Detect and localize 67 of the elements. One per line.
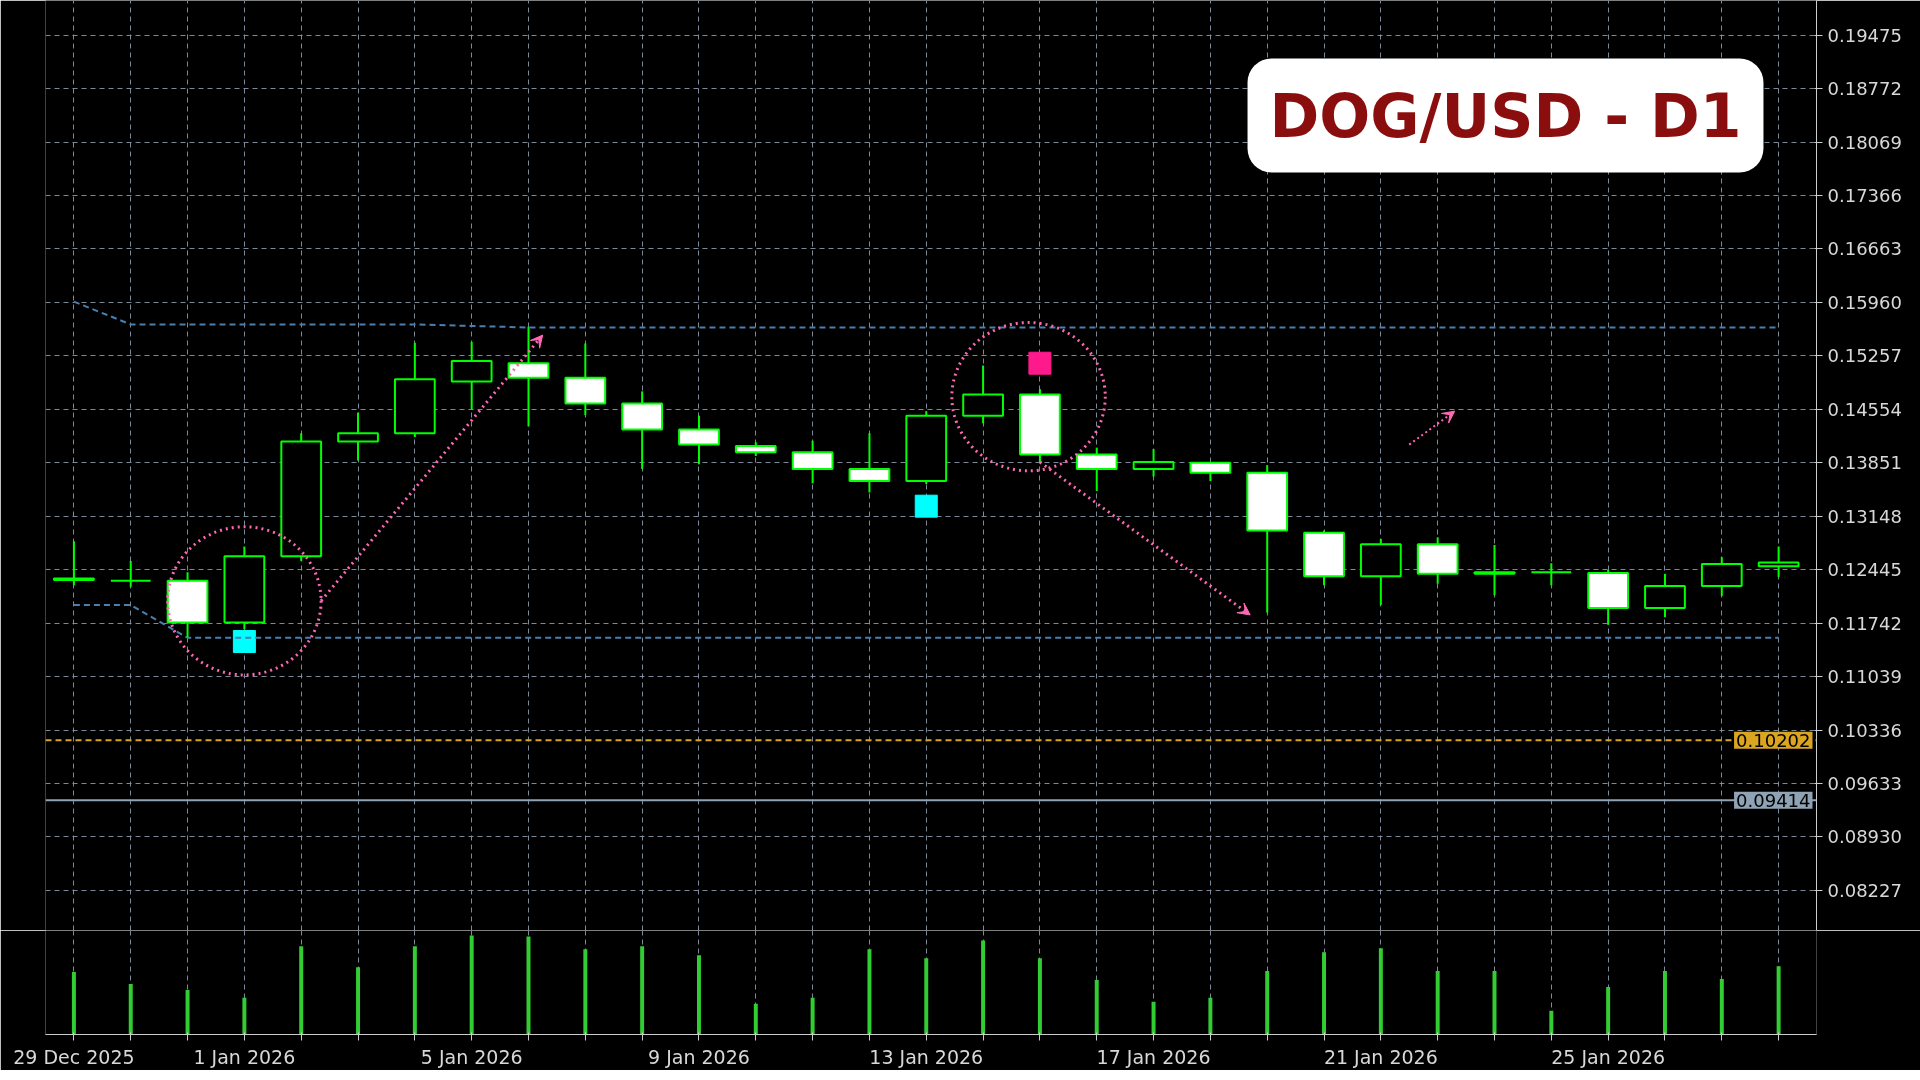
ref-line-label: 0.10202 [1736, 729, 1811, 751]
y-tick-label: 0.09633 [1827, 773, 1902, 795]
y-tick-label: 0.12445 [1827, 559, 1902, 581]
x-tick-label: 17 Jan 2026 [1096, 1045, 1211, 1068]
candlestick [1132, 448, 1175, 478]
y-tick-label: 0.14554 [1827, 398, 1902, 420]
y-tick-label: 0.18069 [1827, 131, 1902, 153]
point [914, 494, 938, 518]
candlestick [1757, 545, 1800, 578]
x-tick-label: 25 Jan 2026 [1551, 1045, 1666, 1068]
bar [71, 972, 76, 1035]
point [232, 630, 256, 654]
y-tick-label: 0.19475 [1827, 24, 1902, 46]
y-tick-label: 0.17366 [1827, 184, 1902, 206]
y-tick-label: 0.18772 [1827, 78, 1902, 100]
point [1028, 351, 1052, 375]
bar [1208, 997, 1213, 1035]
y-tick-label: 0.15960 [1827, 291, 1902, 313]
bar [810, 997, 815, 1035]
bar [1662, 971, 1667, 1035]
bar [356, 967, 361, 1035]
text: DOG/USD - D1 [1269, 80, 1742, 151]
bar [128, 983, 133, 1035]
bar [242, 997, 247, 1035]
bar [1549, 1010, 1554, 1035]
candlestick [1473, 543, 1516, 597]
bar [1719, 979, 1724, 1035]
y-tick-label: 0.10336 [1827, 719, 1902, 741]
candlestick [507, 325, 550, 428]
bar [1378, 948, 1383, 1035]
bar [753, 1003, 758, 1035]
y-tick-label: 0.15257 [1827, 345, 1902, 367]
bar [583, 949, 588, 1035]
bar [299, 946, 304, 1035]
bar [1265, 971, 1270, 1035]
bar [1322, 952, 1327, 1035]
bar [1151, 1001, 1156, 1035]
bar [185, 989, 190, 1035]
bar [1606, 986, 1611, 1035]
x-tick-label: 29 Dec 2025 [13, 1045, 135, 1068]
candlestick [109, 559, 152, 588]
y-tick-label: 0.11742 [1827, 612, 1902, 634]
y-tick-label: 0.11039 [1827, 666, 1902, 688]
bar [1094, 980, 1099, 1035]
bar [1037, 958, 1042, 1035]
y-tick-label: 0.08227 [1827, 879, 1902, 901]
bar [640, 946, 645, 1035]
bar [469, 935, 474, 1035]
y-tick-label: 0.13148 [1827, 505, 1902, 527]
bar [696, 955, 701, 1035]
y-tick-label: 0.08930 [1827, 826, 1902, 848]
bar [924, 958, 929, 1035]
y-tick-label: 0.16663 [1827, 238, 1902, 260]
bar [1435, 971, 1440, 1035]
bar [412, 946, 417, 1035]
bar [1776, 966, 1781, 1035]
bar [867, 949, 872, 1035]
candlestick [1530, 562, 1573, 587]
x-tick-label: 1 Jan 2026 [193, 1045, 296, 1068]
candlestick [53, 540, 95, 587]
y-tick-label: 0.13851 [1827, 452, 1902, 474]
x-tick-label: 9 Jan 2026 [648, 1045, 750, 1068]
x-tick-label: 5 Jan 2026 [420, 1045, 523, 1068]
x-tick-label: 13 Jan 2026 [869, 1045, 984, 1068]
x-tick-label: 21 Jan 2026 [1323, 1045, 1438, 1068]
ref-line-label: 0.09414 [1736, 789, 1811, 811]
bar [981, 940, 986, 1035]
